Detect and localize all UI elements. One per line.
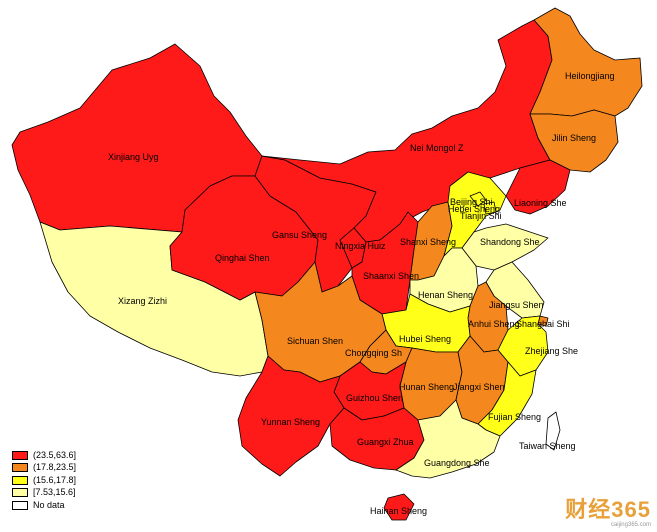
legend-item: [7.53,15.6] <box>12 487 76 500</box>
label-jiangxi: Jiangxi Shen <box>453 382 505 392</box>
label-fujian: Fujian Sheng <box>488 412 542 422</box>
watermark-text: 财经365 <box>565 497 651 522</box>
label-anhui: Anhui Sheng <box>468 319 520 329</box>
region-shaanxi[interactable] <box>351 211 419 315</box>
label-sichuan: Sichuan Shen <box>287 336 344 346</box>
label-shanxi: Shanxi Sheng <box>400 237 457 247</box>
label-liaoning: Liaoning She <box>514 198 567 208</box>
region-hainan[interactable] <box>383 493 415 521</box>
watermark-logo: 财经365 caijing365.com <box>565 492 651 528</box>
label-hainan: Hainan Sheng <box>370 506 428 516</box>
label-shandong: Shandong She <box>480 237 540 247</box>
legend-item: (23.5,63.6] <box>12 449 76 462</box>
legend-swatch <box>12 450 28 460</box>
label-jilin: Jilin Sheng <box>552 133 597 143</box>
label-ningxia: Ningxia Huiz <box>335 241 386 251</box>
label-xizang: Xizang Zizhi <box>118 296 168 306</box>
watermark-url: caijing365.com <box>610 522 651 528</box>
label-guangdong: Guangdong She <box>424 458 490 468</box>
legend-label: No data <box>33 499 65 510</box>
label-henan: Henan Sheng <box>418 290 474 300</box>
label-taiwan: Taiwan Sheng <box>519 441 576 451</box>
region-shandong[interactable] <box>461 223 549 271</box>
region-beijing[interactable] <box>469 191 487 207</box>
label-zhejiang: Zhejiang She <box>525 346 579 356</box>
legend-label: (17.8,23.5] <box>33 462 77 473</box>
legend-swatch <box>12 463 28 473</box>
label-neimongol: Nei Mongol Z <box>410 143 464 153</box>
legend-label: [7.53,15.6] <box>33 487 76 498</box>
legend-swatch <box>12 475 28 485</box>
region-guangdong[interactable] <box>395 399 501 479</box>
label-heilongjiang: Heilongjiang <box>565 71 615 81</box>
legend-item: (15.6,17.8] <box>12 474 76 487</box>
label-xinjiang: Xinjiang Uyg <box>108 152 159 162</box>
legend-label: (15.6,17.8] <box>33 474 77 485</box>
label-shanghai: Shanghai Shi <box>516 319 570 329</box>
label-gansu: Gansu Sheng <box>272 230 328 240</box>
map-legend: (23.5,63.6] (17.8,23.5] (15.6,17.8] [7.5… <box>12 449 76 512</box>
label-guizhou: Guizhou Shen <box>346 393 404 403</box>
label-jiangsu: Jiangsu Shen <box>489 300 544 310</box>
label-tianjin: Tianjin Shi <box>460 211 502 221</box>
label-guangxi: Guangxi Zhua <box>357 437 414 447</box>
region-taiwan[interactable] <box>545 411 561 451</box>
region-liaoning[interactable] <box>505 159 571 215</box>
label-qinghai: Qinghai Shen <box>215 253 270 263</box>
label-chongqing: Chongqing Sh <box>345 348 403 358</box>
label-hubei: Hubei Sheng <box>399 334 452 344</box>
legend-item: (17.8,23.5] <box>12 462 76 475</box>
legend-item: No data <box>12 499 76 512</box>
label-hebei: Hebei Sheng <box>448 204 501 214</box>
label-shaanxi: Shaanxi Shen <box>363 271 420 281</box>
legend-swatch <box>12 488 28 498</box>
label-yunnan: Yunnan Sheng <box>261 417 321 427</box>
region-jilin[interactable] <box>529 109 619 173</box>
label-hunan: Hunan Sheng <box>399 382 455 392</box>
legend-swatch <box>12 500 28 510</box>
legend-label: (23.5,63.6] <box>33 449 77 460</box>
label-beijing: Beijing Shi <box>450 197 493 207</box>
region-tianjin[interactable] <box>483 201 497 215</box>
region-heilongjiang[interactable] <box>529 7 643 117</box>
